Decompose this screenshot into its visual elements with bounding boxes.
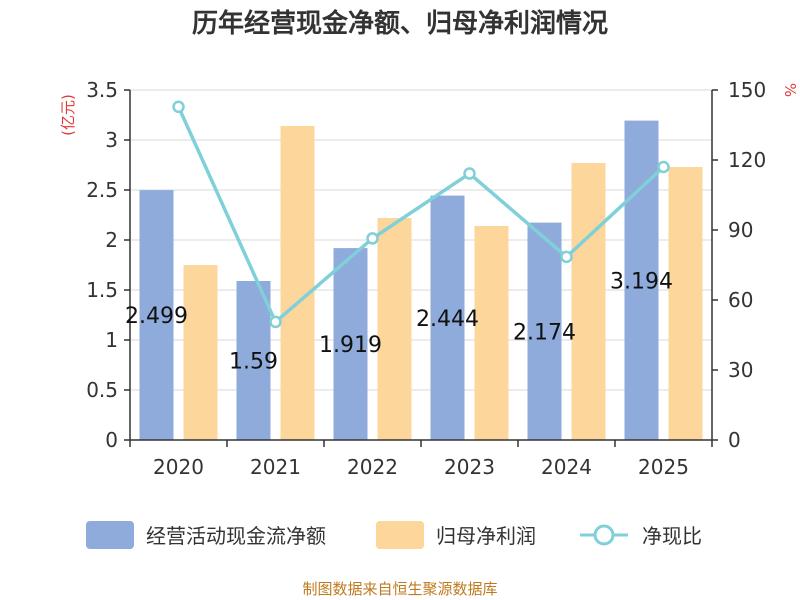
bar-cash-flow [333,248,368,440]
bar-cash-flow [624,120,659,440]
y-axis-right-title: % [781,83,799,97]
chart-title: 历年经营现金净额、归母净利润情况 [192,8,608,39]
ratio-point [657,160,670,174]
y-right-tick-label: 150 [728,78,766,102]
y-axis-left-title: (亿元) [59,94,77,136]
y-left-tick-label: 0.5 [86,378,118,402]
source-text: 制图数据来自恒生聚源数据库 [302,580,497,598]
y-left-tick-label: 3.5 [86,78,118,102]
data-label-cash-flow: 3.194 [610,269,673,294]
y-left-tick-label: 0 [105,428,118,452]
x-tick-label: 2024 [541,455,592,479]
y-right-tick-label: 120 [728,148,766,172]
ratio-point [463,167,476,180]
data-labels: 2.499 1.59 1.919 2.444 2.174 3.194 [125,269,673,374]
y-right-tick-label: 30 [728,358,753,382]
ratio-point [269,315,282,329]
x-tick-label: 2022 [347,455,398,479]
data-label-cash-flow: 2.174 [513,320,576,345]
legend: 经营活动现金流净额 归母净利润 净现比 [86,521,702,549]
x-tick-label: 2020 [153,455,204,479]
y-left-tick-label: 1 [105,328,118,352]
data-label-cash-flow: 2.499 [125,304,188,329]
ratio-point [560,250,573,264]
ratio-line [172,100,670,329]
data-label-cash-flow: 1.59 [229,350,278,375]
y-left-tick-label: 2.5 [86,178,118,202]
ratio-point [366,232,379,245]
bar-net-profit [571,163,606,440]
x-tick-label: 2025 [638,455,689,479]
bars [139,120,703,440]
y-right-tick-label: 60 [728,288,753,312]
bar-net-profit [474,226,509,440]
ratio-line-path [176,106,665,324]
y-right-tick-label: 90 [728,218,753,242]
y-left-tick-label: 2 [105,228,118,252]
legend-label-ratio: 净现比 [642,524,702,548]
bar-net-profit [280,126,315,440]
legend-label-net-profit: 归母净利润 [436,524,536,548]
bar-cash-flow [430,195,465,440]
ratio-point [172,100,185,114]
y-right-tick-label: 0 [728,428,741,452]
x-tick-label: 2021 [250,455,301,479]
y-left-tick-label: 3 [105,128,118,152]
legend-marker-ratio [593,524,615,546]
legend-label-cash-flow: 经营活动现金流净额 [146,524,326,548]
bar-net-profit [183,265,218,440]
bar-cash-flow [527,222,562,440]
legend-swatch-net-profit [376,521,424,549]
legend-swatch-cash-flow [86,521,134,549]
x-tick-label: 2023 [444,455,495,479]
data-label-cash-flow: 1.919 [319,333,382,358]
bar-cash-flow [236,281,271,440]
axes: 0 0.5 1 1.5 2 2.5 3 3.5 0 30 60 90 120 150 2020 2021 202… [86,78,766,479]
bar-cash-flow [139,190,174,440]
y-left-tick-label: 1.5 [86,278,118,302]
bar-net-profit [668,167,703,440]
bar-net-profit [377,218,412,440]
data-label-cash-flow: 2.444 [416,307,479,332]
gridlines [130,89,712,391]
